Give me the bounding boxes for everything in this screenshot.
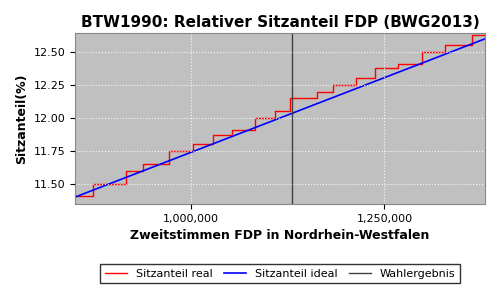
Sitzanteil real bbox=[287, 109, 293, 113]
Sitzanteil real bbox=[140, 169, 146, 173]
Sitzanteil real bbox=[166, 149, 172, 153]
Sitzanteil real bbox=[314, 97, 320, 100]
Sitzanteil real bbox=[272, 109, 278, 113]
Sitzanteil real bbox=[330, 90, 336, 94]
Sitzanteil real bbox=[330, 83, 336, 86]
Sitzanteil real bbox=[396, 66, 402, 70]
Sitzanteil real bbox=[314, 90, 320, 94]
Sitzanteil real bbox=[90, 194, 96, 198]
Line: Sitzanteil real: Sitzanteil real bbox=[75, 35, 485, 196]
Sitzanteil real bbox=[372, 66, 378, 70]
Sitzanteil ideal bbox=[392, 72, 398, 76]
Sitzanteil real bbox=[252, 128, 258, 132]
Sitzanteil real bbox=[123, 169, 129, 173]
Sitzanteil real bbox=[72, 194, 78, 198]
Sitzanteil ideal bbox=[482, 37, 488, 40]
Sitzanteil real bbox=[482, 33, 488, 37]
Sitzanteil ideal bbox=[354, 87, 360, 90]
Sitzanteil ideal bbox=[252, 126, 258, 129]
Sitzanteil real bbox=[418, 62, 424, 65]
Sitzanteil real bbox=[123, 182, 129, 186]
Sitzanteil real bbox=[469, 33, 475, 37]
Sitzanteil real bbox=[353, 76, 359, 80]
Title: BTW1990: Relativer Sitzanteil FDP (BWG2013): BTW1990: Relativer Sitzanteil FDP (BWG20… bbox=[80, 15, 479, 30]
Sitzanteil real bbox=[418, 50, 424, 54]
Sitzanteil ideal bbox=[72, 195, 78, 199]
Sitzanteil ideal bbox=[114, 179, 120, 183]
Sitzanteil ideal bbox=[399, 69, 405, 73]
Sitzanteil real bbox=[287, 97, 293, 100]
Sitzanteil real bbox=[140, 162, 146, 166]
Sitzanteil real bbox=[469, 43, 475, 47]
X-axis label: Zweitstimmen FDP in Nordrhein-Westfalen: Zweitstimmen FDP in Nordrhein-Westfalen bbox=[130, 229, 430, 242]
Sitzanteil real bbox=[252, 116, 258, 120]
Sitzanteil real bbox=[190, 142, 196, 146]
Sitzanteil real bbox=[210, 142, 216, 146]
Sitzanteil real bbox=[353, 83, 359, 86]
Sitzanteil real bbox=[272, 116, 278, 120]
Sitzanteil real bbox=[442, 50, 448, 54]
Y-axis label: Sitzanteil(%): Sitzanteil(%) bbox=[15, 73, 28, 164]
Line: Sitzanteil ideal: Sitzanteil ideal bbox=[75, 39, 485, 197]
Legend: Sitzanteil real, Sitzanteil ideal, Wahlergebnis: Sitzanteil real, Sitzanteil ideal, Wahle… bbox=[100, 264, 460, 283]
Sitzanteil real bbox=[372, 76, 378, 80]
Sitzanteil real bbox=[166, 162, 172, 166]
Sitzanteil real bbox=[190, 149, 196, 153]
Sitzanteil real bbox=[210, 133, 216, 136]
Sitzanteil real bbox=[229, 128, 235, 132]
Sitzanteil real bbox=[396, 62, 402, 65]
Sitzanteil real bbox=[229, 133, 235, 136]
Sitzanteil real bbox=[90, 182, 96, 186]
Sitzanteil real bbox=[442, 43, 448, 47]
Sitzanteil ideal bbox=[238, 131, 244, 135]
